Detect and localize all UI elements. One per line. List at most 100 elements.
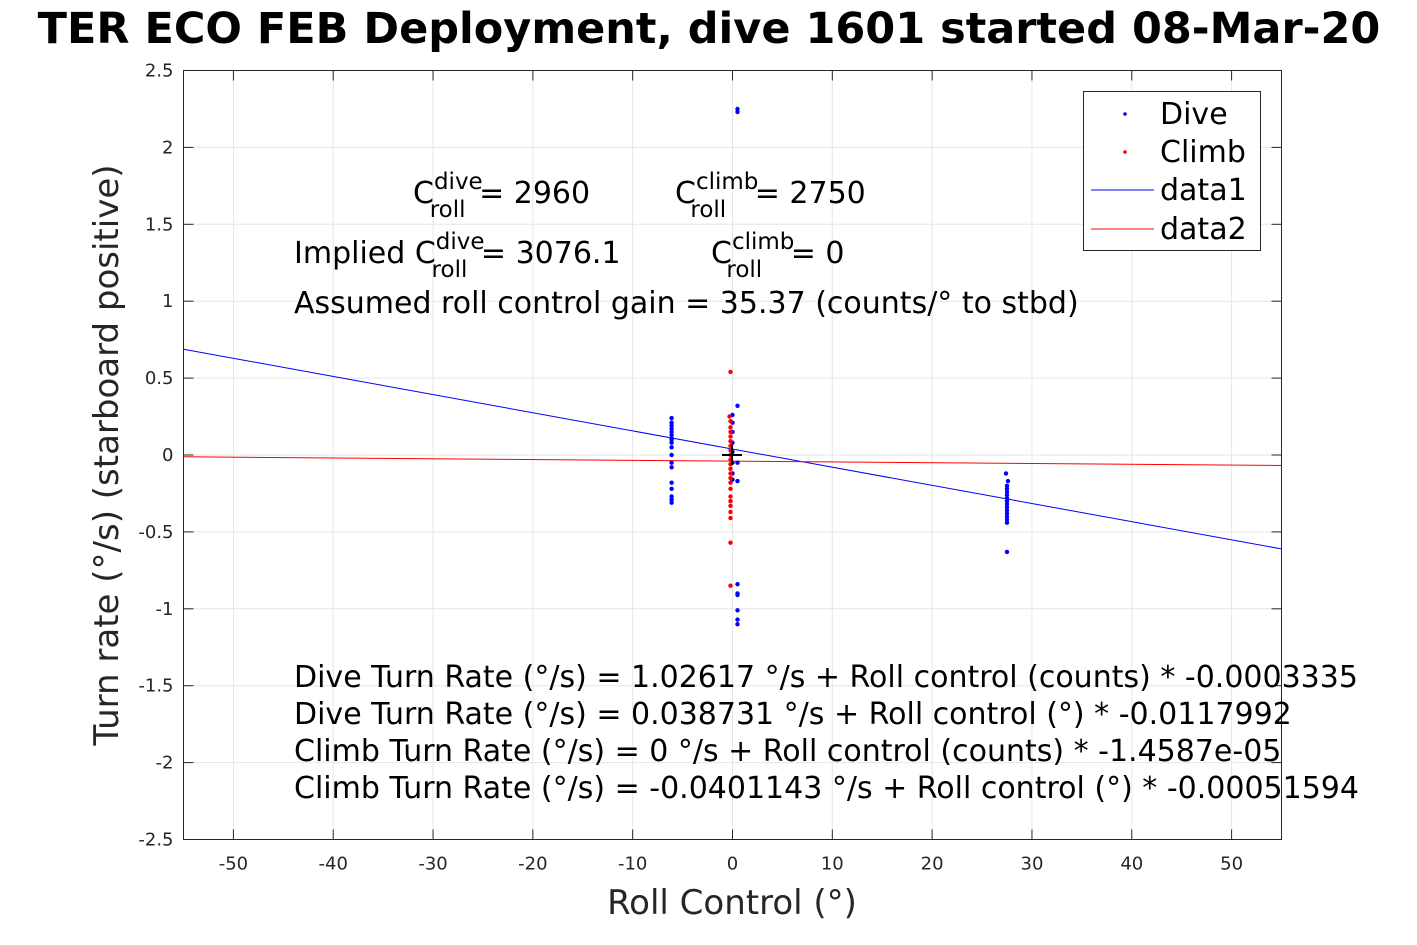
- point-dive: [1004, 549, 1010, 555]
- point-climb: [728, 498, 733, 504]
- legend-label-data1: data1: [1160, 173, 1247, 208]
- point-dive: [669, 500, 674, 505]
- point-dive: [669, 440, 674, 445]
- point-climb: [728, 471, 733, 476]
- c-dive-annotation: Cdive roll = 2960: [413, 169, 590, 223]
- x-tick-label: 0: [727, 854, 738, 875]
- equation-dive-degrees: Dive Turn Rate (°/s) = 0.038731 °/s + Ro…: [294, 697, 1292, 732]
- legend-box: [1083, 91, 1261, 251]
- point-climb: [727, 414, 732, 419]
- legend: Dive Climb data1 data2: [1083, 91, 1261, 251]
- equation-climb-degrees: Climb Turn Rate (°/s) = -0.0401143 °/s +…: [294, 771, 1359, 806]
- x-axis-label: Roll Control (°): [607, 883, 857, 923]
- point-dive: [669, 460, 674, 465]
- point-climb: [728, 494, 733, 499]
- y-tick-label: 0.5: [145, 368, 174, 389]
- point-dive: [669, 452, 674, 458]
- y-tick-label: -1.5: [138, 676, 173, 697]
- x-tick-label: 50: [1220, 854, 1243, 875]
- point-dive: [735, 109, 740, 115]
- point-dive: [669, 486, 674, 491]
- point-dive: [1003, 471, 1009, 476]
- implied-dive-annotation: Implied Cdive roll = 3076.1: [294, 229, 621, 283]
- point-dive: [1004, 505, 1010, 510]
- point-dive: [735, 622, 740, 627]
- point-dive: [669, 415, 674, 421]
- point-dive: [735, 478, 740, 484]
- point-dive: [669, 494, 674, 499]
- gain-annotation: Assumed roll control gain = 35.37 (count…: [294, 286, 1079, 321]
- point-dive: [669, 497, 674, 502]
- point-dive: [1005, 478, 1011, 484]
- origin-marker: [722, 445, 742, 465]
- point-dive: [1004, 511, 1010, 516]
- x-tick-label: -30: [418, 854, 447, 875]
- point-dive: [669, 420, 674, 425]
- y-tick-label: 1: [162, 291, 173, 312]
- y-tick-label: -2: [156, 753, 174, 774]
- data-points: [669, 106, 1011, 627]
- legend-marker-climb: [1123, 150, 1127, 154]
- equation-dive-counts: Dive Turn Rate (°/s) = 1.02617 °/s + Rol…: [294, 660, 1358, 695]
- point-dive: [735, 460, 740, 465]
- point-climb: [728, 480, 733, 485]
- legend-marker-dive: [1123, 112, 1127, 116]
- x-axis-ticks: -50 -40 -30 -20 -10 0 10 20 30 40 50: [219, 70, 1243, 875]
- y-tick-label: -2.5: [138, 830, 173, 851]
- point-climb: [728, 466, 733, 471]
- point-dive: [735, 608, 740, 613]
- point-dive: [1004, 486, 1010, 491]
- y-tick-label: 2.5: [145, 61, 174, 82]
- point-climb: [728, 434, 733, 439]
- point-dive: [1004, 517, 1010, 522]
- y-tick-label: -1: [156, 599, 174, 620]
- point-climb: [728, 503, 733, 508]
- point-dive: [669, 480, 674, 485]
- y-tick-label: -0.5: [138, 522, 173, 543]
- chart-title: TER ECO FEB Deployment, dive 1601 starte…: [37, 4, 1381, 54]
- y-axis-ticks: 2.5 2 1.5 1 0.5 0 -0.5 -1 -1.5 -2 -2.5: [138, 61, 1282, 851]
- y-tick-label: 1.5: [145, 214, 174, 235]
- x-tick-label: -10: [618, 854, 647, 875]
- x-tick-label: 40: [1120, 854, 1143, 875]
- point-dive: [1004, 492, 1010, 498]
- point-dive: [1004, 498, 1010, 504]
- point-dive: [669, 445, 674, 450]
- y-tick-label: 0: [162, 445, 173, 466]
- point-dive: [1004, 514, 1010, 519]
- point-dive: [669, 429, 674, 435]
- point-climb: [728, 515, 733, 521]
- point-climb: [728, 540, 733, 545]
- point-climb: [728, 475, 733, 481]
- implied-climb-annotation: Cclimb roll = 0: [711, 229, 845, 283]
- point-dive: [669, 437, 674, 442]
- point-dive: [1004, 489, 1010, 495]
- x-tick-label: 20: [921, 854, 944, 875]
- x-tick-label: 10: [821, 854, 844, 875]
- equation-climb-counts: Climb Turn Rate (°/s) = 0 °/s + Roll con…: [294, 734, 1281, 769]
- point-dive: [1004, 502, 1010, 507]
- point-climb: [728, 425, 733, 430]
- point-dive: [735, 403, 740, 408]
- x-tick-label: -20: [518, 854, 547, 875]
- legend-label-climb: Climb: [1160, 135, 1246, 170]
- c-climb-annotation: Cclimb roll = 2750: [675, 169, 866, 223]
- point-climb: [728, 583, 733, 588]
- x-tick-label: -40: [319, 854, 348, 875]
- point-climb: [728, 419, 733, 424]
- point-dive: [735, 592, 740, 598]
- point-dive: [669, 465, 674, 470]
- point-dive: [735, 617, 740, 622]
- point-dive: [669, 423, 674, 428]
- point-climb: [728, 369, 733, 375]
- x-tick-label: -50: [219, 854, 248, 875]
- legend-label-dive: Dive: [1160, 97, 1228, 132]
- y-tick-label: 2: [162, 137, 173, 158]
- point-dive: [1004, 520, 1010, 525]
- point-dive: [669, 432, 674, 438]
- point-climb: [728, 439, 733, 444]
- y-axis-label: Turn rate (°/s) (starboard positive): [87, 164, 127, 746]
- point-climb: [728, 429, 733, 435]
- point-climb: [728, 486, 733, 491]
